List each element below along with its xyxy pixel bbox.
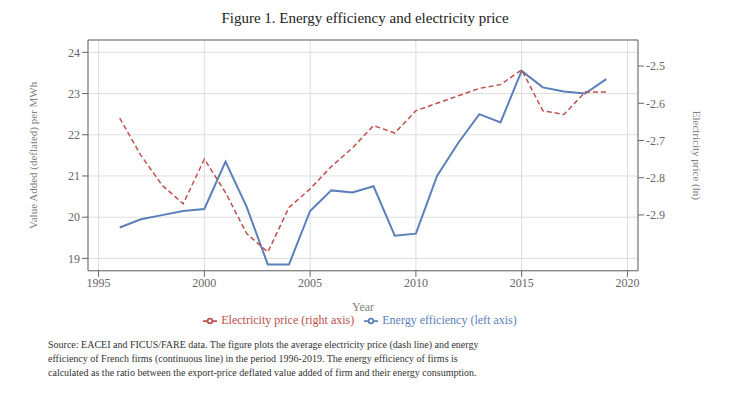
- svg-text:2000: 2000: [192, 276, 216, 290]
- svg-text:-2.8: -2.8: [646, 171, 665, 185]
- svg-text:-2.7: -2.7: [646, 134, 665, 148]
- svg-text:Electricity price (ln): Electricity price (ln): [690, 111, 703, 201]
- svg-text:19: 19: [68, 252, 80, 266]
- svg-text:22: 22: [68, 128, 80, 142]
- html-text:Source: EACEI and FICUS/FARE d: Source: EACEI and FICUS/FARE data. The f…: [48, 339, 479, 378]
- svg-text:1995: 1995: [87, 276, 111, 290]
- html-text:Electricity price (right axis): Electricity price (right axis): [221, 312, 355, 327]
- svg-text:Value Added (deflated) per MWh: Value Added (deflated) per MWh: [27, 81, 40, 229]
- svg-text:21: 21: [68, 169, 80, 183]
- svg-text:Year: Year: [352, 300, 374, 314]
- svg-text:-2.6: -2.6: [646, 97, 665, 111]
- svg-text:2015: 2015: [510, 276, 534, 290]
- svg-text:24: 24: [68, 46, 80, 60]
- html-text:Figure 1. Energy efficiency an: Figure 1. Energy efficiency and electric…: [221, 10, 509, 26]
- html-text:Energy efficiency (left axis): Energy efficiency (left axis): [382, 312, 517, 327]
- svg-text:-2.5: -2.5: [646, 59, 665, 73]
- svg-text:20: 20: [68, 210, 80, 224]
- svg-text:2020: 2020: [615, 276, 639, 290]
- svg-text:2010: 2010: [404, 276, 428, 290]
- svg-text:23: 23: [68, 87, 80, 101]
- svg-text:2005: 2005: [298, 276, 322, 290]
- svg-text:-2.9: -2.9: [646, 208, 665, 222]
